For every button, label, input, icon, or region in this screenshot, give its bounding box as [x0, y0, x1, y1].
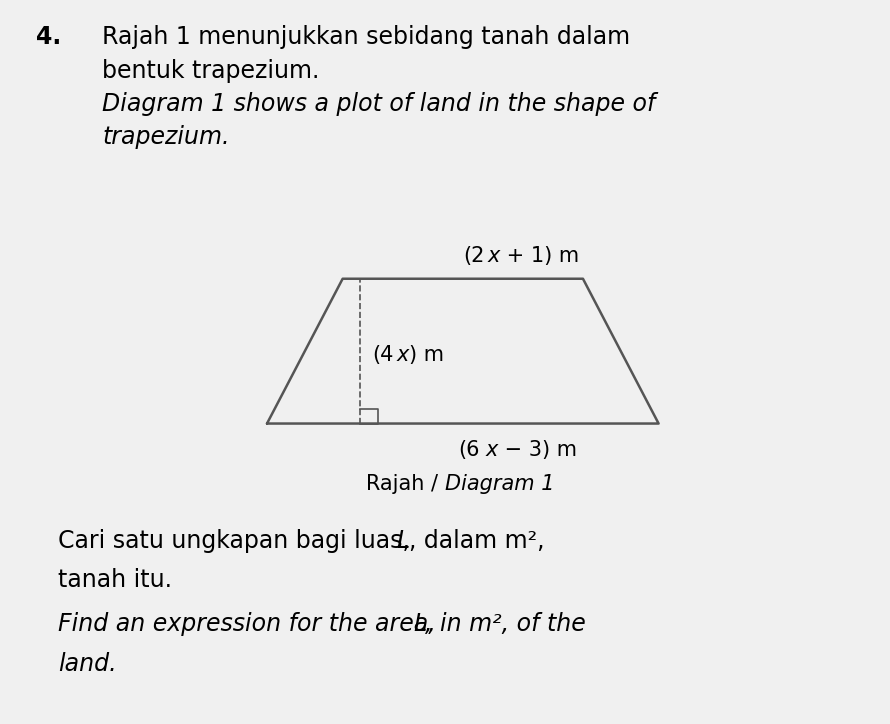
Text: , dalam m²,: , dalam m²,	[409, 529, 545, 552]
Text: + 1) m: + 1) m	[500, 246, 579, 266]
Text: x: x	[397, 345, 409, 365]
Text: Rajah 1 menunjukkan sebidang tanah dalam: Rajah 1 menunjukkan sebidang tanah dalam	[102, 25, 630, 49]
Text: L: L	[414, 612, 427, 636]
Text: (2: (2	[463, 246, 484, 266]
Text: bentuk trapezium.: bentuk trapezium.	[102, 59, 320, 83]
Text: L: L	[396, 529, 409, 552]
Text: tanah itu.: tanah itu.	[58, 568, 172, 592]
Text: 4.: 4.	[36, 25, 61, 49]
Text: Cari satu ungkapan bagi luas,: Cari satu ungkapan bagi luas,	[58, 529, 417, 552]
Text: , in m², of the: , in m², of the	[425, 612, 587, 636]
Text: ) m: ) m	[409, 345, 444, 365]
Text: (4: (4	[372, 345, 393, 365]
Text: land.: land.	[58, 652, 117, 675]
Text: x: x	[485, 440, 498, 460]
Text: Rajah /: Rajah /	[367, 474, 445, 494]
Text: − 3) m: − 3) m	[498, 440, 577, 460]
Text: Diagram 1: Diagram 1	[445, 474, 554, 494]
Text: trapezium.: trapezium.	[102, 125, 230, 148]
Text: x: x	[488, 246, 500, 266]
Text: (6: (6	[458, 440, 480, 460]
Text: Find an expression for the area,: Find an expression for the area,	[58, 612, 443, 636]
Text: Diagram 1 shows a plot of land in the shape of: Diagram 1 shows a plot of land in the sh…	[102, 92, 656, 116]
